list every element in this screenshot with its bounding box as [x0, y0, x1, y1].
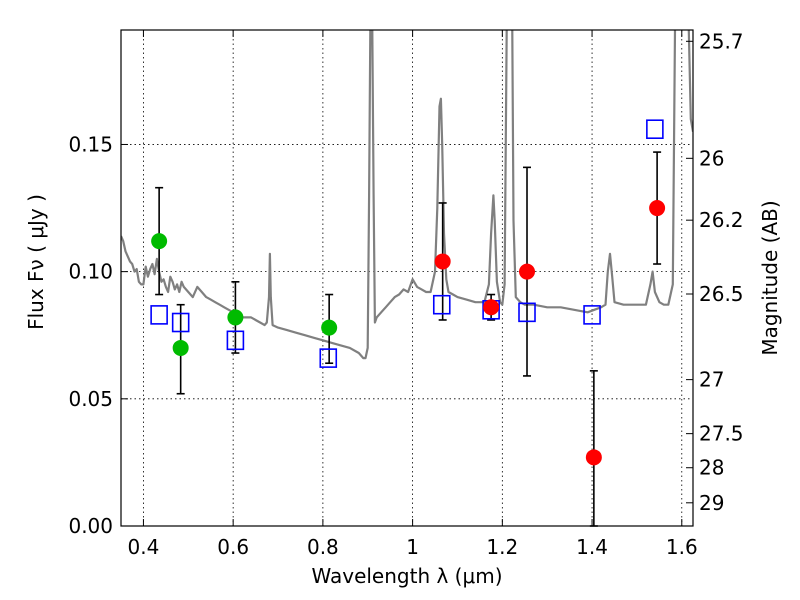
observed-flux-point: [172, 339, 189, 356]
observed-flux-point: [519, 263, 536, 280]
y2-tick-label: 26.2: [699, 208, 744, 232]
x-tick-label: 0.4: [128, 535, 160, 559]
observed-flux-point: [483, 299, 500, 316]
observed-flux-point: [585, 449, 602, 466]
y2-tick-label: 26: [699, 146, 724, 170]
observed-flux-point: [151, 233, 168, 250]
y2-tick-label: 27: [699, 368, 724, 392]
x-tick-label: 0.8: [307, 535, 339, 559]
y-tick-label: 0.15: [68, 132, 113, 156]
spectrum-line: [121, 30, 693, 360]
x-tick-label: 0.6: [217, 535, 249, 559]
x-tick-label: 1.4: [576, 535, 608, 559]
y2-tick-label: 25.7: [699, 29, 744, 53]
spectrum-layer: [121, 30, 693, 360]
ticks: 0.4 0.6 0.8 1 1.2 1.4 1.6 0.00 0.05 0.10 0.15 25.7 2…: [68, 29, 743, 559]
model-photometry-square: [583, 305, 601, 325]
y-tick-label: 0.00: [68, 514, 113, 538]
model-photometry-square: [432, 294, 451, 315]
observed-flux-point: [227, 309, 244, 326]
plot-frame: [120, 29, 694, 527]
model-photometry-square: [150, 305, 168, 325]
right-axis-label: Magnitude (AB): [758, 200, 782, 355]
y2-tick-label: 29: [699, 491, 724, 515]
x-tick-label: 1: [406, 535, 419, 559]
model-photometry-square: [518, 302, 536, 323]
model-photometry-square: [171, 312, 190, 333]
y-tick-label: 0.10: [68, 260, 113, 284]
x-tick-label: 1.6: [666, 535, 698, 559]
x-tick-label: 1.2: [486, 535, 518, 559]
model-photometry-square: [646, 119, 664, 139]
y2-tick-label: 28: [699, 456, 724, 480]
markers: [150, 119, 666, 466]
model-photometry-square: [319, 348, 338, 368]
y2-tick-label: 26.5: [699, 282, 744, 306]
x-axis-label: Wavelength λ (μm): [311, 564, 502, 588]
observed-flux-point: [649, 200, 666, 217]
y-tick-label: 0.05: [68, 387, 113, 411]
observed-flux-point: [434, 253, 451, 270]
y2-tick-label: 27.5: [699, 422, 744, 446]
model-photometry-square: [226, 330, 245, 351]
y-axis-label: Flux Fν ( μJy ): [24, 194, 48, 330]
observed-flux-point: [321, 319, 338, 336]
